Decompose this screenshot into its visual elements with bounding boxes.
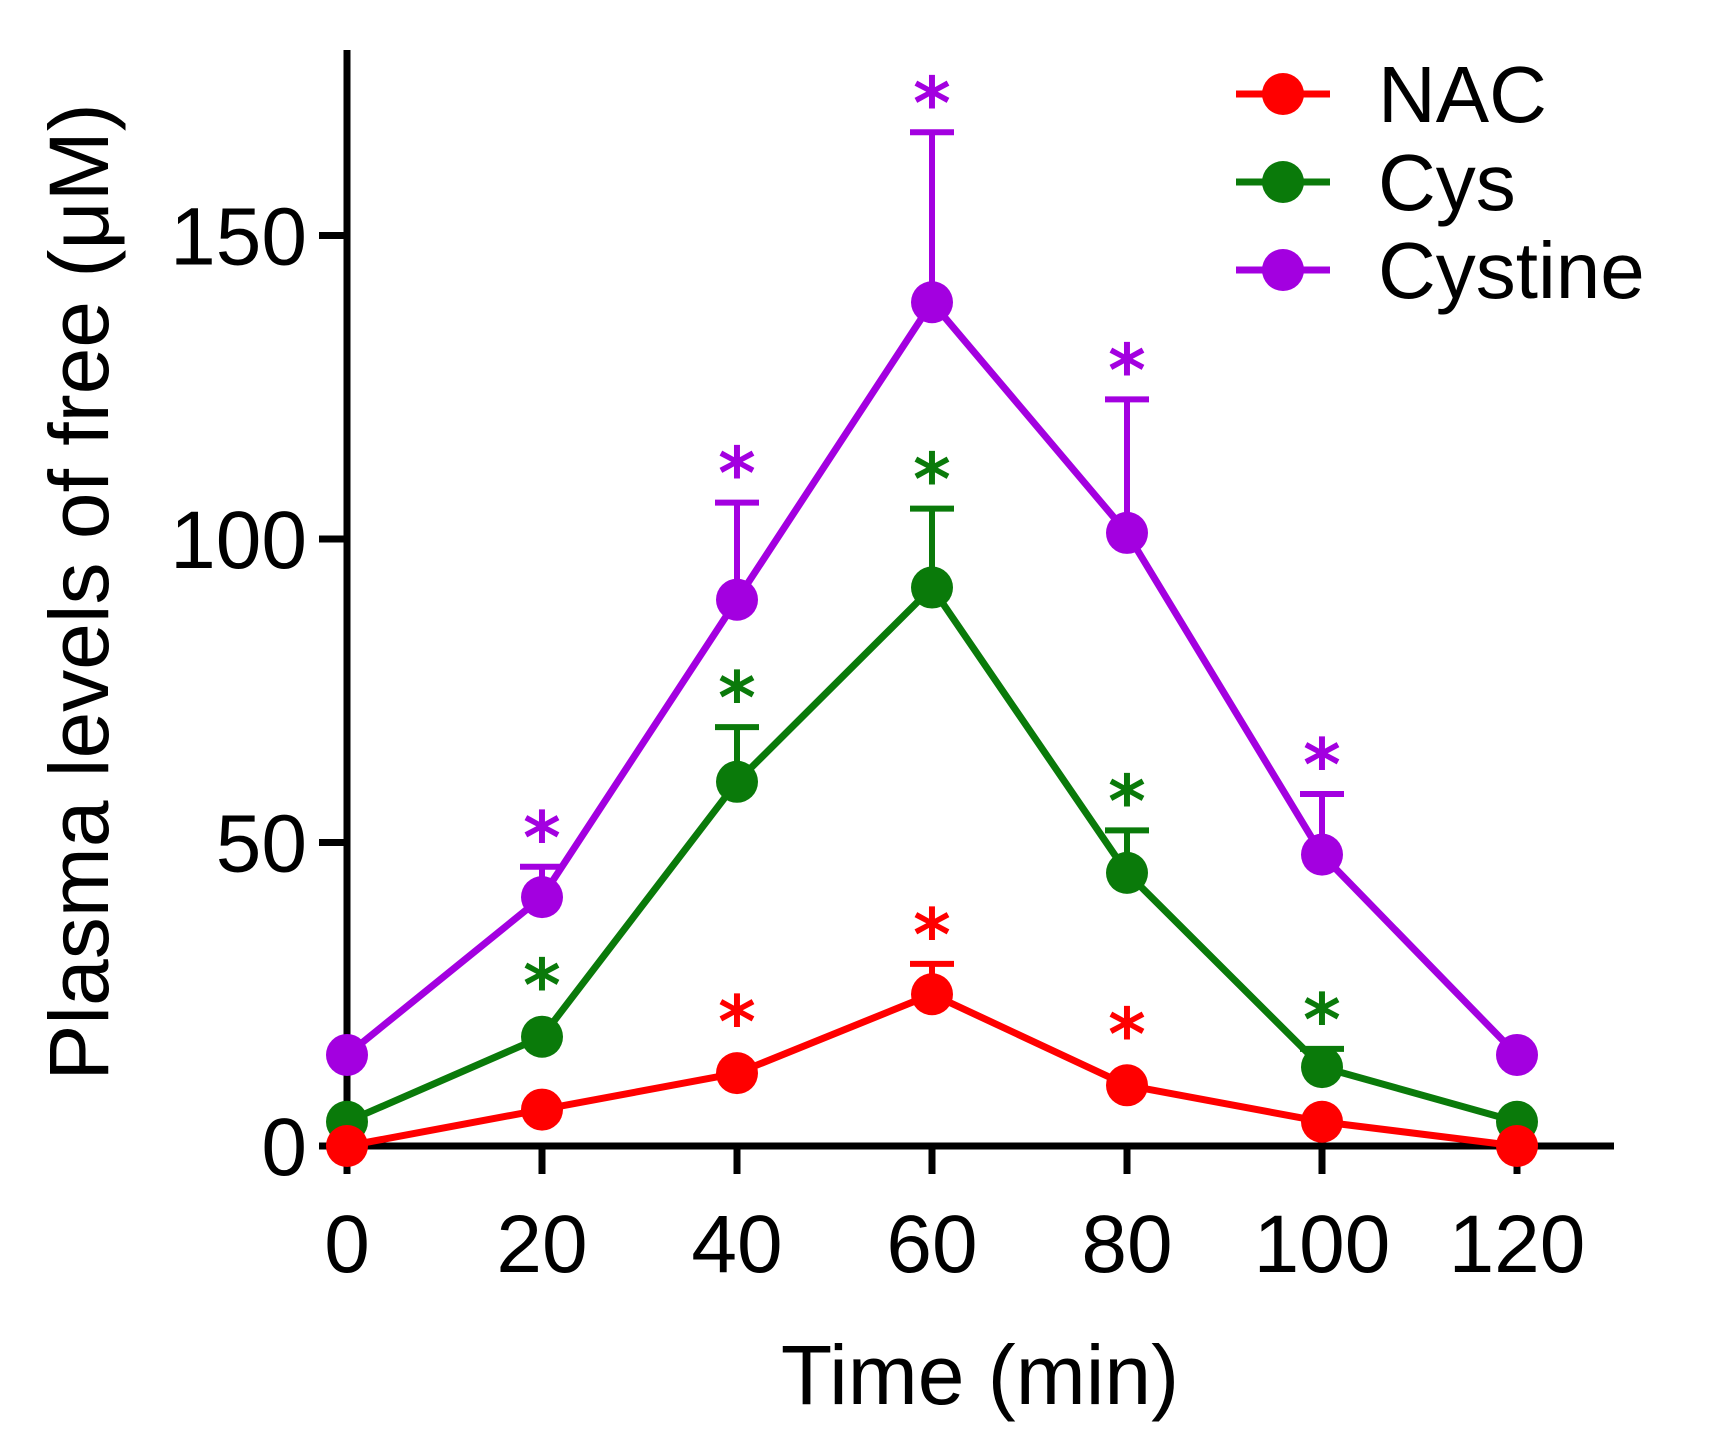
significance-star: * — [913, 893, 951, 977]
legend-label: NAC — [1378, 50, 1547, 139]
significance-star: * — [523, 796, 561, 880]
legend-marker — [1262, 161, 1304, 203]
data-point — [1301, 1100, 1343, 1143]
x-tick-label: 40 — [691, 1199, 782, 1290]
significance-star: * — [913, 61, 951, 145]
data-point — [1496, 1033, 1538, 1076]
legend-item-cystine: Cystine — [1236, 226, 1645, 315]
data-point — [521, 1015, 563, 1058]
significance-star: * — [718, 432, 756, 516]
series-nac: * * * — [326, 893, 1538, 1167]
significance-star: * — [718, 656, 756, 740]
y-tick-label: 150 — [170, 192, 307, 283]
x-tick-label: 0 — [324, 1199, 370, 1290]
series-cystine: * * * * * — [326, 61, 1538, 1076]
data-point — [911, 566, 953, 609]
x-tick-label: 100 — [1254, 1199, 1391, 1290]
data-point — [716, 760, 758, 803]
data-point — [1106, 511, 1148, 554]
significance-star: * — [1303, 723, 1341, 807]
legend-label: Cys — [1378, 138, 1516, 227]
legend-item-cys: Cys — [1236, 138, 1516, 227]
y-tick-label: 0 — [261, 1102, 307, 1193]
plot-area: ************* — [326, 61, 1538, 1167]
axes: 0 50 100 150 0 20 40 60 80 100 120 — [170, 50, 1614, 1290]
x-tick-label: 120 — [1449, 1199, 1586, 1290]
data-point — [716, 1052, 758, 1095]
x-tick-label: 60 — [886, 1199, 977, 1290]
significance-star: * — [913, 438, 951, 522]
data-point — [1301, 833, 1343, 876]
significance-star: * — [1108, 328, 1146, 412]
data-point — [1496, 1125, 1538, 1167]
series-cys: * * * * * — [326, 438, 1538, 1143]
data-point — [911, 973, 953, 1016]
significance-star: * — [523, 944, 561, 1028]
data-point — [521, 1088, 563, 1131]
y-tick-label: 100 — [170, 495, 307, 586]
data-point — [326, 1033, 368, 1076]
significance-star: * — [1108, 992, 1146, 1076]
legend-marker — [1262, 73, 1304, 115]
data-point — [521, 876, 563, 919]
significance-star: * — [1108, 759, 1146, 843]
legend-marker — [1262, 249, 1304, 291]
data-point — [1106, 1064, 1148, 1107]
data-point — [1301, 1046, 1343, 1089]
x-axis-title: Time (min) — [781, 1328, 1179, 1422]
y-tick-label: 50 — [216, 799, 307, 890]
data-point — [1106, 851, 1148, 894]
x-tick-label: 20 — [496, 1199, 587, 1290]
y-axis-title: Plasma levels of free (μM) — [32, 103, 126, 1080]
x-tick-label: 80 — [1081, 1199, 1172, 1290]
legend-label: Cystine — [1378, 226, 1645, 315]
data-point — [716, 578, 758, 621]
legend-item-nac: NAC — [1236, 50, 1547, 139]
data-point — [911, 281, 953, 324]
data-point — [326, 1125, 368, 1167]
significance-star: * — [718, 980, 756, 1064]
